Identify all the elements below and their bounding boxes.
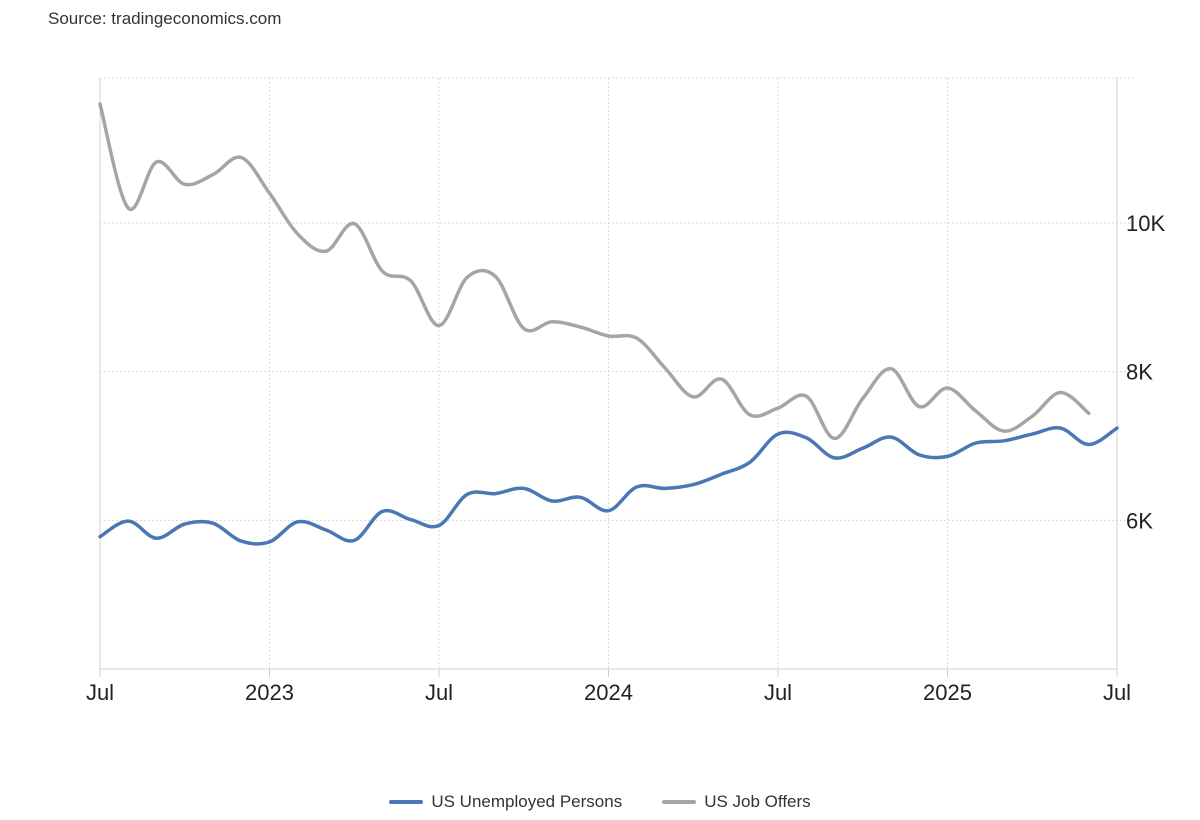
axes (99, 78, 1118, 677)
legend-item-unemployed[interactable]: US Unemployed Persons (389, 792, 622, 812)
legend: US Unemployed Persons US Job Offers (0, 792, 1200, 812)
x-tick-label: 2024 (584, 680, 633, 705)
legend-item-job-offers[interactable]: US Job Offers (662, 792, 811, 812)
legend-swatch-job-offers (662, 800, 697, 804)
series-lines (98, 102, 1119, 546)
y-tick-label: 10K (1126, 211, 1165, 236)
series-line-us-unemployed-persons[interactable] (98, 426, 1119, 546)
y-tick-label: 6K (1126, 508, 1153, 533)
x-tick-label: Jul (86, 680, 114, 705)
x-tick-label: Jul (425, 680, 453, 705)
source-label: Source: tradingeconomics.com (48, 9, 282, 28)
y-tick-label: 8K (1126, 360, 1153, 385)
legend-swatch-unemployed (389, 800, 424, 804)
x-tick-label: 2025 (923, 680, 972, 705)
legend-label-job-offers: US Job Offers (704, 792, 811, 811)
x-tick-label: Jul (764, 680, 792, 705)
x-axis-ticks: Jul 2023 Jul 2024 Jul 2025 Jul (86, 680, 1131, 705)
x-tick-label: 2023 (245, 680, 294, 705)
y-axis-ticks: 6K 8K 10K (1126, 211, 1165, 533)
line-chart: Jul 2023 Jul 2024 Jul 2025 Jul 6K 8K 10K (86, 77, 1165, 705)
grid-lines (100, 77, 1135, 669)
legend-label-unemployed: US Unemployed Persons (431, 792, 623, 811)
x-tick-label: Jul (1103, 680, 1131, 705)
series-line-us-job-offers[interactable] (98, 102, 1091, 441)
